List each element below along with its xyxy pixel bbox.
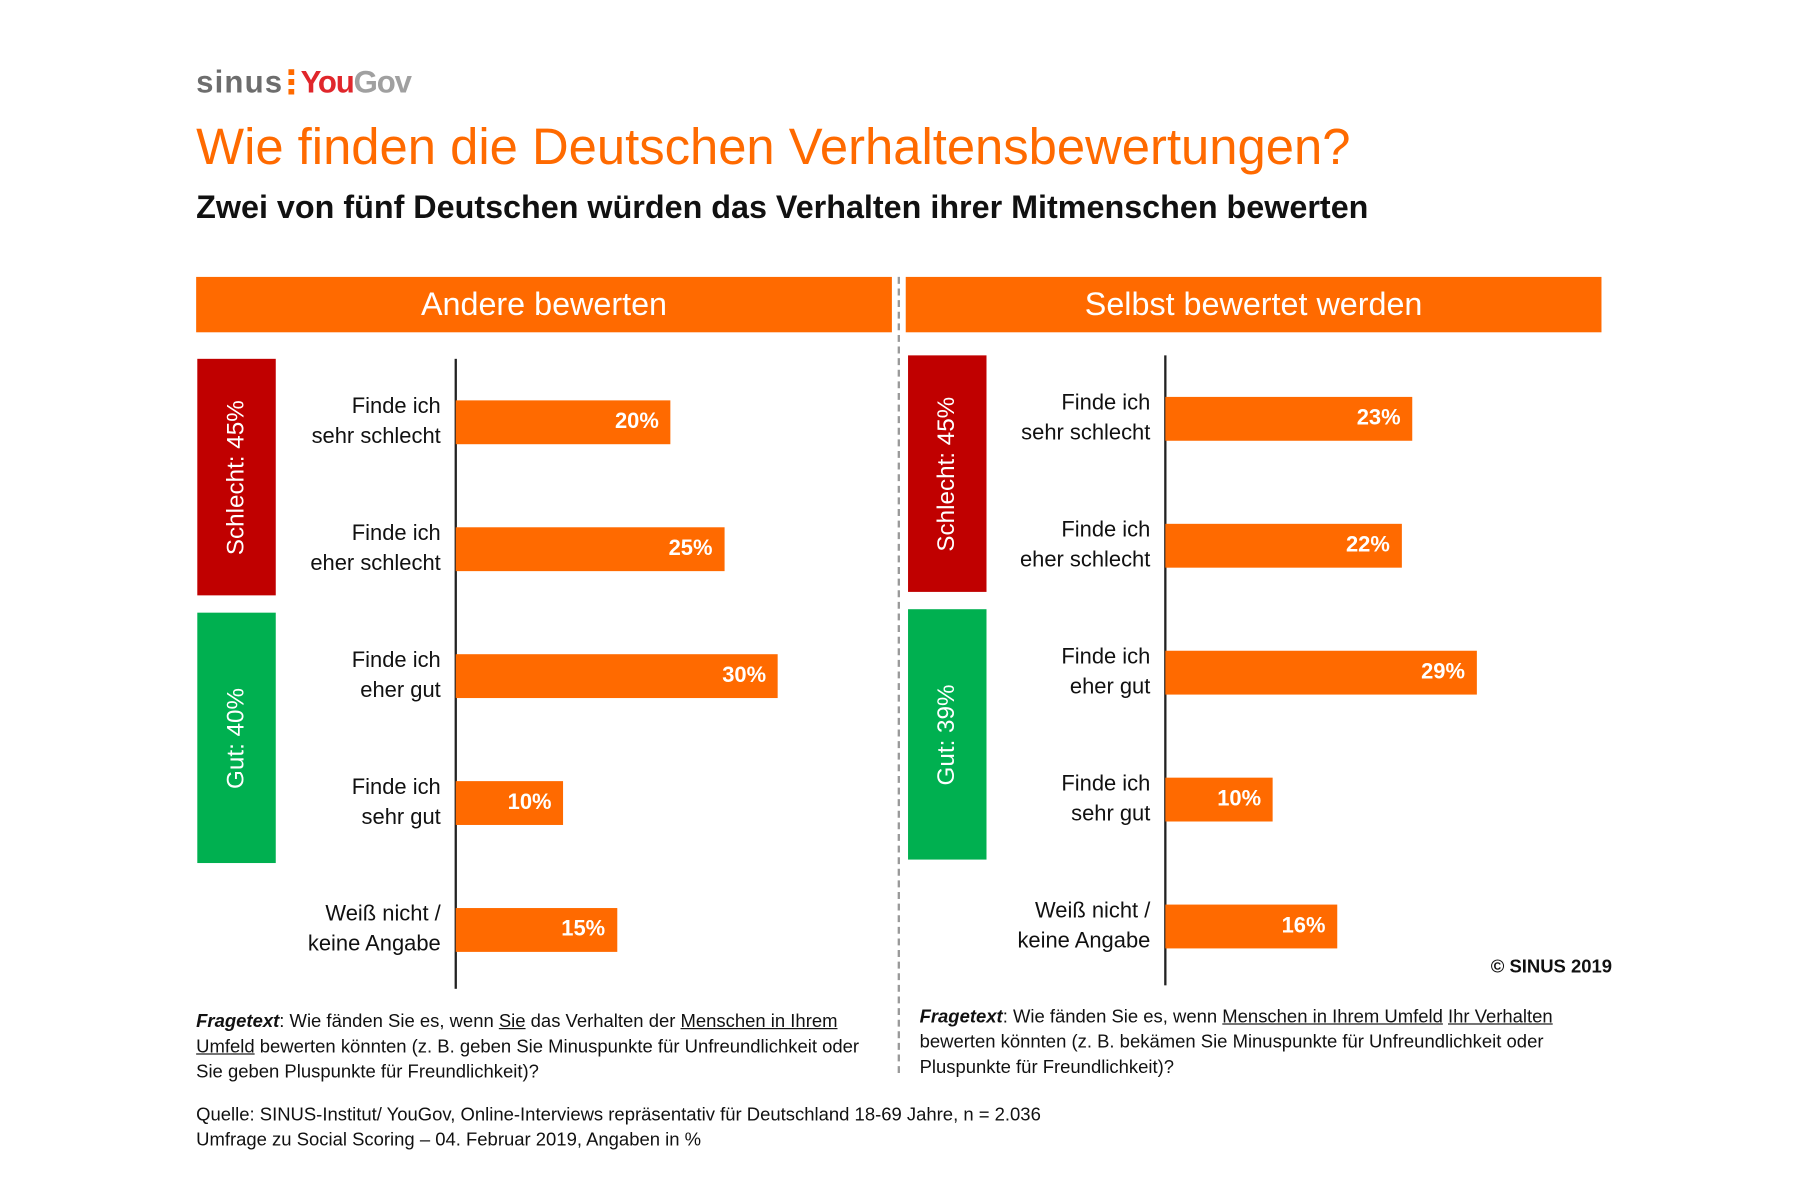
category-label-line: Finde ich: [351, 521, 441, 546]
bar: 23%: [1165, 396, 1413, 441]
group-label: Gut: 39%: [908, 609, 987, 860]
category-label-line: eher schlecht: [310, 551, 441, 576]
panel-divider: [897, 276, 900, 1074]
group-label-text: Schlecht: 45%: [222, 399, 250, 555]
category-label-line: Finde ich: [1061, 771, 1151, 797]
bar: 10%: [1165, 777, 1273, 822]
category-label: Finde ich eher gut: [989, 643, 1151, 703]
bar-value-label: 15%: [561, 917, 606, 942]
category-label: Finde ich eher gut: [279, 646, 441, 706]
bar: 29%: [1165, 650, 1477, 695]
source-note: Quelle: SINUS-Institut/ YouGov, Online-I…: [196, 1105, 1041, 1151]
bar-value-label: 30%: [722, 663, 767, 688]
category-label-line: eher gut: [1069, 674, 1151, 700]
category-label-line: sehr schlecht: [311, 424, 441, 449]
bar-value-label: 25%: [668, 536, 713, 561]
logo: sinus YouGov: [196, 64, 412, 100]
category-label-line: sehr gut: [1071, 801, 1151, 827]
bar-value-label: 29%: [1421, 659, 1465, 685]
category-label: Finde ich sehr schlecht: [279, 392, 441, 452]
bar-value-label: 22%: [1345, 533, 1390, 558]
category-label-line: sehr schlecht: [1021, 421, 1151, 446]
category-label-line: Finde ich: [1061, 644, 1151, 670]
question-text-left: Fragetext: Wie fänden Sie es, wenn Sie d…: [196, 1011, 860, 1083]
bar: 15%: [455, 908, 617, 952]
bar: 20%: [455, 400, 671, 445]
group-label: Gut: 40%: [197, 612, 276, 864]
category-label-line: Finde ich: [351, 394, 441, 419]
bar: 16%: [1165, 904, 1338, 949]
category-label-line: Finde ich: [351, 648, 441, 673]
group-label-text: Schlecht: 45%: [933, 396, 960, 552]
category-label: Finde ich sehr schlecht: [989, 389, 1151, 449]
panel-header: Selbst bewertet werden: [905, 276, 1602, 333]
category-label-line: eher schlecht: [1019, 548, 1151, 573]
category-label-line: Finde ich: [351, 775, 441, 800]
page-subtitle: Zwei von fünf Deutschen würden das Verha…: [196, 189, 1369, 225]
bar: 25%: [455, 527, 725, 572]
category-label-line: Finde ich: [1061, 391, 1151, 416]
bar-value-label: 23%: [1356, 406, 1401, 431]
copyright: © SINUS 2019: [1490, 957, 1613, 978]
category-label: Finde ich eher schlecht: [989, 516, 1151, 576]
page-title: Wie finden die Deutschen Verhaltensbewer…: [196, 118, 1351, 176]
group-label-text: Gut: 40%: [222, 687, 250, 789]
bar-value-label: 10%: [507, 790, 552, 815]
bar: 22%: [1165, 523, 1402, 568]
group-label: Schlecht: 45%: [908, 355, 987, 592]
logo-dots: [287, 69, 294, 95]
category-label: Weiß nicht / keine Angabe: [989, 897, 1151, 957]
category-label: Finde ich sehr gut: [989, 770, 1151, 830]
category-label-line: keine Angabe: [1017, 928, 1151, 954]
panel-header: Andere bewerten: [196, 276, 892, 333]
bar-value-label: 16%: [1281, 913, 1326, 939]
category-label-line: Weiß nicht /: [1034, 898, 1151, 924]
question-text-right: Fragetext: Wie fänden Sie es, wenn Mensc…: [919, 1007, 1553, 1078]
bar-value-label: 10%: [1217, 786, 1262, 812]
category-label: Finde ich sehr gut: [279, 773, 441, 833]
group-label-text: Gut: 39%: [933, 683, 960, 785]
bar: 30%: [455, 654, 778, 699]
category-label-line: eher gut: [360, 678, 441, 703]
bar: 10%: [455, 781, 564, 825]
category-label-line: sehr gut: [361, 805, 441, 830]
group-label: Schlecht: 45%: [197, 358, 276, 596]
bar-value-label: 20%: [614, 409, 659, 434]
category-label-line: Finde ich: [1061, 518, 1151, 543]
category-label: Finde ich eher schlecht: [279, 519, 441, 579]
category-label-line: keine Angabe: [307, 932, 441, 957]
category-label-line: Weiß nicht /: [325, 902, 441, 927]
category-label: Weiß nicht / keine Angabe: [279, 900, 441, 960]
